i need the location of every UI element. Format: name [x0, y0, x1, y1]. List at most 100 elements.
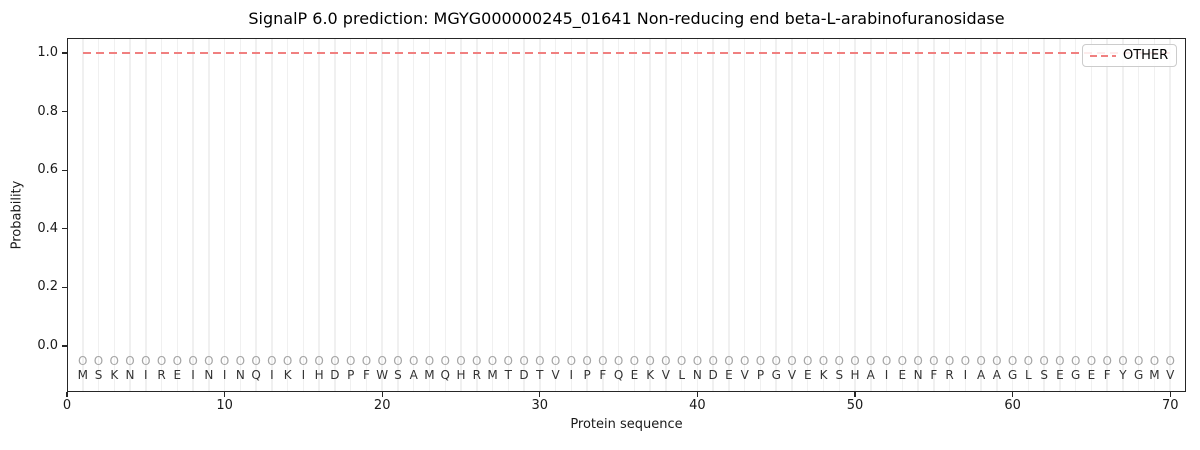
residue-gridline: [570, 38, 573, 392]
residue-marker: O: [881, 353, 892, 368]
residue-marker: O: [235, 353, 246, 368]
residue-marker: O: [345, 353, 356, 368]
residue-letter: F: [1103, 368, 1111, 383]
residue-letter: D: [330, 368, 340, 383]
residue-letter: G: [1134, 368, 1144, 383]
residue-letter: Y: [1119, 368, 1127, 383]
residue-marker: O: [818, 353, 829, 368]
residue-gridline: [1011, 38, 1014, 392]
x-tick-mark: [1169, 392, 1171, 397]
residue-marker: O: [377, 353, 387, 368]
y-tick-mark: [62, 169, 67, 171]
y-tick-label: 0.0: [37, 337, 58, 353]
residue-letter: G: [1007, 368, 1018, 383]
residue-gridline: [523, 38, 525, 392]
residue-letter: E: [725, 368, 733, 383]
residue-marker: O: [78, 353, 88, 368]
residue-marker: O: [424, 353, 435, 368]
residue-marker: O: [944, 353, 955, 368]
residue-marker: O: [787, 353, 797, 368]
residue-gridline: [602, 38, 604, 392]
residue-gridline: [460, 38, 462, 392]
residue-marker: O: [724, 353, 734, 368]
residue-marker: O: [1055, 353, 1065, 368]
residue-marker: O: [361, 353, 372, 368]
residue-letter: I: [222, 368, 227, 383]
residue-letter: K: [819, 368, 828, 383]
residue-gridline: [286, 38, 289, 392]
residue-letter: A: [992, 368, 1001, 383]
residue-marker: O: [251, 353, 261, 368]
residue-letter: F: [930, 368, 938, 383]
residue-marker: O: [141, 353, 151, 368]
residue-gridline: [649, 38, 651, 392]
residue-letter: R: [945, 368, 954, 383]
residue-letter: K: [283, 368, 292, 383]
residue-marker: O: [109, 353, 119, 368]
residue-marker: O: [755, 353, 766, 368]
residue-gridline: [854, 38, 856, 392]
residue-marker: O: [1023, 353, 1034, 368]
residue-marker: O: [834, 353, 844, 368]
residue-letter: N: [204, 368, 214, 383]
residue-letter: M: [77, 368, 88, 383]
x-tick-mark: [224, 392, 226, 397]
residue-gridline: [759, 38, 762, 392]
residue-marker: O: [613, 353, 624, 368]
residue-letter: G: [771, 368, 781, 383]
residue-gridline: [885, 38, 888, 392]
residue-marker: O: [456, 353, 466, 368]
residue-marker: O: [1165, 353, 1175, 368]
residue-gridline: [476, 38, 478, 392]
residue-marker: O: [1007, 353, 1018, 368]
residue-letter: I: [569, 368, 574, 383]
residue-gridline: [176, 38, 179, 392]
residue-marker: O: [739, 353, 750, 368]
residue-marker: O: [976, 353, 986, 368]
residue-letter: R: [157, 368, 166, 383]
residue-gridline: [192, 38, 194, 392]
residue-letter: E: [173, 368, 182, 383]
y-tick-mark: [62, 52, 67, 54]
residue-gridline: [680, 38, 683, 392]
residue-letter: R: [472, 368, 481, 383]
residue-gridline: [302, 38, 305, 392]
residue-gridline: [507, 38, 510, 392]
residue-letter: V: [661, 368, 670, 383]
prediction-line-other: [82, 51, 1171, 54]
residue-marker: O: [519, 353, 529, 368]
residue-marker: O: [408, 353, 419, 368]
residue-letter: Q: [440, 368, 450, 383]
residue-marker: O: [661, 353, 671, 368]
residue-letter: A: [409, 368, 418, 383]
y-tick-label: 0.8: [37, 103, 58, 119]
residue-gridline: [791, 38, 793, 392]
residue-gridline: [1106, 38, 1108, 392]
residue-marker: O: [913, 353, 923, 368]
residue-gridline: [1137, 38, 1140, 392]
residue-gridline: [1059, 38, 1061, 392]
residue-marker: O: [393, 353, 403, 368]
residue-gridline: [1169, 38, 1171, 392]
residue-letter: W: [376, 368, 389, 383]
residue-letter: E: [1087, 368, 1096, 383]
residue-marker: O: [866, 353, 876, 368]
residue-letter: Q: [613, 368, 624, 383]
x-tick-label: 10: [216, 398, 233, 413]
residue-gridline: [412, 38, 415, 392]
residue-gridline: [1090, 38, 1093, 392]
residue-gridline: [933, 38, 935, 392]
residue-marker: O: [188, 353, 198, 368]
residue-marker: O: [1086, 353, 1097, 368]
y-tick-mark: [62, 228, 67, 230]
residue-marker: O: [566, 353, 577, 368]
residue-marker: O: [1039, 353, 1049, 368]
residue-marker: O: [992, 353, 1002, 368]
residue-marker: O: [219, 353, 230, 368]
residue-gridline: [1122, 38, 1124, 392]
residue-marker: O: [582, 353, 592, 368]
residue-marker: O: [676, 353, 687, 368]
residue-gridline: [318, 38, 320, 392]
residue-marker: O: [692, 353, 703, 368]
